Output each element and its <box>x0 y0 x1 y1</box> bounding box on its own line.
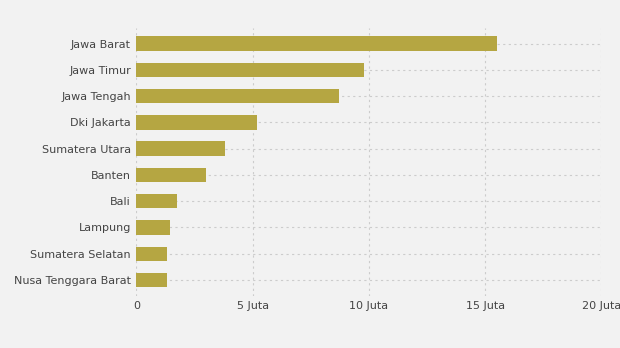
Bar <box>136 37 497 51</box>
Bar <box>136 141 224 156</box>
Bar <box>136 63 365 77</box>
Bar <box>136 194 177 208</box>
Bar <box>136 89 339 103</box>
Bar <box>136 246 167 261</box>
Bar <box>136 115 257 130</box>
Bar <box>136 220 170 235</box>
Bar <box>136 273 167 287</box>
Bar <box>136 168 206 182</box>
